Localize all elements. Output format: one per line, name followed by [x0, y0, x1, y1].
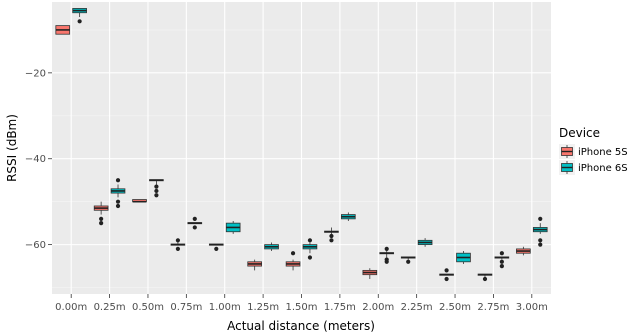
- x-tick-label: 2.50m: [439, 302, 471, 313]
- box-1-1: [110, 178, 126, 209]
- outlier-point: [154, 193, 159, 198]
- box-1-10: [456, 251, 471, 264]
- outlier-point: [115, 203, 121, 209]
- outlier-point: [175, 238, 181, 243]
- box-1-0: [72, 8, 87, 24]
- x-tick-label: 2.25m: [401, 302, 433, 313]
- outlier-point: [499, 259, 504, 264]
- y-axis: −20 −40 −60: [25, 68, 52, 251]
- box-0-10: [439, 268, 454, 282]
- box-0-11: [477, 273, 493, 282]
- box-1-2: [149, 179, 164, 198]
- x-tick-label: 3.00m: [516, 302, 548, 313]
- outlier-point: [384, 259, 389, 264]
- box-0-2: [132, 199, 147, 203]
- box-0-9: [400, 256, 416, 264]
- x-tick-label: 1.00m: [209, 302, 241, 313]
- box-0-4: [208, 243, 224, 252]
- outlier-point: [99, 216, 104, 221]
- outlier-point: [329, 233, 334, 239]
- outlier-point: [115, 178, 121, 183]
- legend-label: iPhone 6S: [578, 163, 628, 174]
- x-tick-label: 2.75m: [477, 302, 509, 313]
- outlier-point: [290, 251, 296, 256]
- x-axis-title: Actual distance (meters): [227, 319, 375, 333]
- y-tick-label: −60: [25, 240, 46, 251]
- x-tick-label: 0.75m: [170, 302, 202, 313]
- outlier-point: [444, 268, 449, 273]
- outlier-point: [99, 221, 104, 226]
- y-tick-label: −40: [25, 154, 46, 165]
- legend-item: iPhone 6S: [559, 160, 628, 175]
- outlier-point: [329, 238, 334, 243]
- outlier-point: [214, 246, 219, 252]
- outlier-point: [77, 19, 82, 24]
- outlier-point: [406, 259, 411, 264]
- box-0-5: [247, 259, 262, 271]
- box-0-1: [93, 201, 109, 226]
- outlier-point: [154, 184, 159, 189]
- box-1-3: [187, 216, 203, 230]
- x-tick-label: 1.75m: [324, 302, 356, 313]
- outlier-point: [499, 263, 504, 269]
- outlier-point: [307, 238, 313, 243]
- outlier-point: [482, 276, 488, 282]
- box-1-4: [225, 221, 241, 234]
- outlier-point: [444, 276, 449, 282]
- legend-item: iPhone 5S: [559, 144, 628, 159]
- outlier-point: [538, 242, 543, 247]
- y-axis-title: RSSI (dBm): [5, 114, 19, 182]
- box-0-8: [362, 268, 378, 279]
- outlier-point: [175, 246, 181, 252]
- outlier-point: [192, 216, 197, 221]
- box-1-7: [341, 212, 356, 221]
- box-0-3: [170, 238, 186, 252]
- legend-label: iPhone 5S: [578, 147, 628, 158]
- box-0-7: [324, 227, 339, 243]
- x-tick-label: 0.00m: [55, 302, 87, 313]
- major-gridlines: [52, 2, 551, 294]
- x-tick-label: 2.00m: [362, 302, 394, 313]
- box-1-12: [532, 216, 548, 247]
- outlier-point: [499, 251, 504, 256]
- x-tick-label: 0.25m: [94, 302, 126, 313]
- outlier-point: [115, 199, 121, 204]
- box-1-6: [302, 238, 318, 260]
- box-series: [55, 8, 548, 282]
- box-0-0: [55, 25, 71, 35]
- legend-title: Device: [559, 126, 600, 140]
- box-0-6: [285, 251, 301, 271]
- x-tick-label: 1.50m: [285, 302, 317, 313]
- box-1-8: [379, 246, 395, 264]
- y-tick-label: −20: [25, 68, 46, 79]
- outlier-point: [154, 188, 159, 194]
- x-tick-label: 1.25m: [247, 302, 279, 313]
- box-1-5: [264, 242, 279, 252]
- legend: Device iPhone 5S iPhone 6S: [559, 126, 628, 175]
- x-axis: 0.00m 0.25m 0.50m 0.75m 1.00m 1.25m 1.50m 1.75m…: [55, 294, 548, 313]
- outlier-point: [192, 225, 197, 230]
- outlier-point: [307, 255, 313, 260]
- box-0-12: [516, 246, 531, 256]
- box-1-11: [494, 251, 510, 269]
- outlier-point: [538, 216, 543, 221]
- box-1-9: [417, 238, 433, 247]
- x-tick-label: 0.50m: [132, 302, 164, 313]
- outlier-point: [538, 238, 543, 243]
- outlier-point: [384, 246, 389, 252]
